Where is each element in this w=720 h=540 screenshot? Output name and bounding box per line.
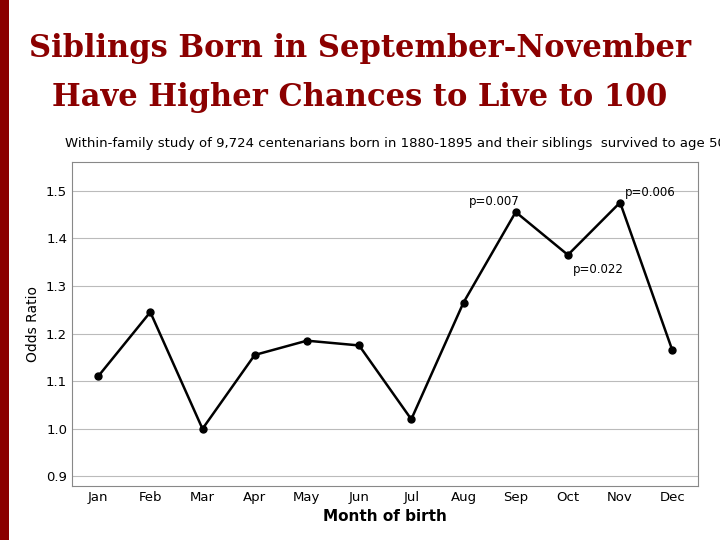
Text: p=0.007: p=0.007 — [469, 195, 519, 208]
Y-axis label: Odds Ratio: Odds Ratio — [27, 286, 40, 362]
Text: Within-family study of 9,724 centenarians born in 1880-1895 and their siblings  : Within-family study of 9,724 centenarian… — [65, 137, 720, 150]
Text: p=0.022: p=0.022 — [573, 264, 624, 276]
X-axis label: Month of birth: Month of birth — [323, 509, 447, 524]
Text: Siblings Born in September-November: Siblings Born in September-November — [29, 33, 691, 64]
Text: Have Higher Chances to Live to 100: Have Higher Chances to Live to 100 — [53, 82, 667, 113]
Text: p=0.006: p=0.006 — [625, 186, 676, 199]
